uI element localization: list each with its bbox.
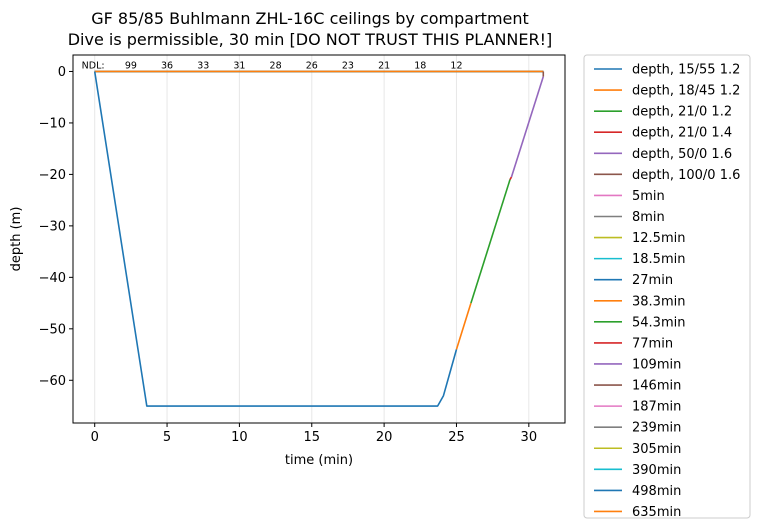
legend-entry-label: 635min bbox=[632, 505, 681, 520]
x-tick-label: 5 bbox=[163, 430, 171, 445]
y-tick-label: −60 bbox=[39, 374, 66, 389]
x-tick-label: 10 bbox=[231, 430, 248, 445]
x-gridlines bbox=[94, 55, 530, 423]
legend-entry-label: 12.5min bbox=[632, 231, 685, 246]
x-axis: 0 5 10 15 20 25 30 bbox=[91, 423, 538, 445]
legend-entry-label: depth, 100/0 1.6 bbox=[632, 168, 740, 183]
ndl-value: 33 bbox=[197, 60, 209, 71]
ndl-value: 36 bbox=[161, 60, 173, 71]
legend-entry-label: depth, 15/55 1.2 bbox=[632, 63, 740, 78]
x-tick-label: 20 bbox=[376, 430, 393, 445]
series-line bbox=[509, 176, 513, 180]
ndl-annotations: NDL: 99 36 33 31 28 26 23 21 18 12 bbox=[82, 60, 463, 71]
ndl-value: 21 bbox=[378, 60, 390, 71]
legend-entry-label: 8min bbox=[632, 210, 665, 225]
y-tick-label: −50 bbox=[39, 322, 66, 337]
chart-title-line-1: GF 85/85 Buhlmann ZHL-16C ceilings by co… bbox=[91, 9, 529, 28]
y-tick-label: −20 bbox=[39, 168, 66, 183]
legend-entry-label: 498min bbox=[632, 484, 681, 499]
y-tick-label: −10 bbox=[39, 116, 66, 131]
ndl-value: 18 bbox=[414, 60, 426, 71]
series-line bbox=[93, 71, 458, 407]
legend-entry-label: 305min bbox=[632, 442, 681, 457]
y-axis-label: depth (m) bbox=[9, 207, 24, 272]
ndl-value: 12 bbox=[450, 60, 462, 71]
x-tick-label: 30 bbox=[521, 430, 538, 445]
series-lines bbox=[93, 70, 545, 407]
legend-entry-label: depth, 50/0 1.6 bbox=[632, 147, 732, 162]
legend-frame bbox=[583, 54, 751, 519]
x-tick-label: 0 bbox=[91, 430, 99, 445]
ndl-value: 23 bbox=[342, 60, 354, 71]
y-tick-label: −30 bbox=[39, 219, 66, 234]
ndl-value: 28 bbox=[270, 60, 282, 71]
ndl-value: 26 bbox=[306, 60, 318, 71]
legend-entry-label: 187min bbox=[632, 400, 681, 415]
ndl-value: 99 bbox=[125, 60, 137, 71]
legend-entry-label: 5min bbox=[632, 189, 665, 204]
legend-entry-label: 27min bbox=[632, 273, 673, 288]
legend-entry-label: depth, 21/0 1.4 bbox=[632, 126, 732, 141]
series-line bbox=[510, 76, 545, 178]
legend-entry-label: 390min bbox=[632, 463, 681, 478]
legend: depth, 15/55 1.2 depth, 18/45 1.2 depth, 2… bbox=[583, 54, 751, 520]
x-tick-label: 25 bbox=[448, 430, 465, 445]
legend-entry-label: 146min bbox=[632, 379, 681, 394]
legend-entry-label: 18.5min bbox=[632, 252, 685, 267]
legend-entry-label: depth, 21/0 1.2 bbox=[632, 105, 732, 120]
series-line bbox=[455, 302, 472, 350]
legend-entry-label: 54.3min bbox=[632, 315, 685, 330]
x-axis-label: time (min) bbox=[285, 453, 353, 468]
ndl-value: 31 bbox=[233, 60, 245, 71]
chart-title-line-2: Dive is permissible, 30 min [DO NOT TRUS… bbox=[68, 30, 553, 49]
series-line bbox=[470, 179, 511, 304]
y-axis: 0 −10 −20 −30 −40 −50 −60 bbox=[39, 65, 73, 389]
x-tick-label: 15 bbox=[303, 430, 320, 445]
plot-frame bbox=[72, 54, 566, 424]
legend-entry-label: 109min bbox=[632, 357, 681, 372]
ndl-label: NDL: bbox=[82, 60, 105, 71]
legend-entry-label: 77min bbox=[632, 336, 673, 351]
legend-entry-label: 38.3min bbox=[632, 294, 685, 309]
y-tick-label: −40 bbox=[39, 271, 66, 286]
y-tick-label: 0 bbox=[58, 65, 66, 80]
legend-entry-label: 239min bbox=[632, 421, 681, 436]
legend-entry-label: depth, 18/45 1.2 bbox=[632, 84, 740, 99]
